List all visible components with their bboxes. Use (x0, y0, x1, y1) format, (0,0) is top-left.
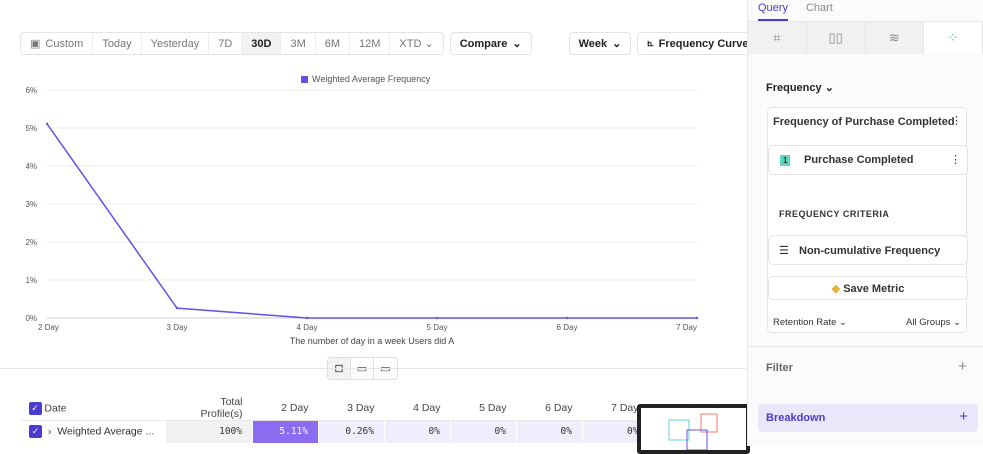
line-chart: 0% 1% 2% 3% 4% 5% 6% 2 Day 3 Day 4 Day 5 Day 6 Day 7… (25, 86, 699, 346)
illustration-popup (637, 404, 750, 454)
frequency-chart-type-icon[interactable]: ⁘ (924, 22, 983, 54)
cell-4day: 0% (384, 420, 451, 443)
data-table: ✓ Date Total Profile(s) 2 Day 3 Day 4 Da… (20, 396, 649, 443)
table-header: ✓ Date Total Profile(s) 2 Day 3 Day 4 Da… (21, 396, 649, 421)
cell-total: 100% (165, 420, 253, 443)
y-tick-label: 4% (25, 162, 37, 171)
date-range-12m[interactable]: 12M (350, 33, 391, 54)
expand-chevron-icon[interactable]: › (44, 425, 55, 438)
more-icon[interactable]: ⋮ (950, 154, 961, 166)
interval-dropdown[interactable]: Week ⌄ (568, 32, 632, 55)
flow-chart-type-icon[interactable]: ≋ (865, 22, 925, 54)
event-card[interactable]: 1 Purchase Completed ⋮ (768, 145, 968, 175)
compare-button[interactable]: Compare ⌄ (449, 32, 532, 55)
date-range-yesterday[interactable]: Yesterday (142, 33, 210, 54)
x-axis-label: The number of day in a week Users did A (290, 336, 455, 346)
x-tick-label: 7 Day (676, 323, 697, 332)
criteria-label: FREQUENCY CRITERIA (779, 209, 890, 219)
filter-label: Filter (766, 362, 793, 374)
data-point (565, 316, 569, 320)
date-range-selector: ▣ Custom Today Yesterday 7D 30D 3M 6M 12M XTD ⌄ (20, 32, 444, 55)
metric-card: Frequency of Purchase Completed ⋮ 1 Purc… (767, 107, 968, 333)
y-tick-label: 6% (25, 86, 37, 95)
date-range-xtd[interactable]: XTD ⌄ (399, 37, 434, 51)
x-tick-label: 6 Day (557, 323, 578, 332)
chevron-down-icon: ⌄ (421, 38, 434, 50)
table-only-icon[interactable]: ▭ (380, 363, 391, 375)
retention-dropdown[interactable]: Retention Rate ⌄ (773, 317, 847, 328)
save-metric-button[interactable]: ◆ Save Metric (768, 276, 968, 300)
header-5day: 5 Day (479, 402, 507, 414)
header-2day: 2 Day (281, 402, 309, 414)
date-range-custom[interactable]: ▣ Custom (21, 33, 94, 54)
more-icon[interactable]: ⋮ (951, 115, 962, 127)
chevron-down-icon: ⌄ (824, 82, 834, 94)
add-breakdown-icon[interactable]: + (959, 408, 968, 425)
y-tick-label: 1% (25, 276, 37, 285)
diamond-icon: ◆ (831, 283, 841, 295)
row-checkbox[interactable]: ✓ (29, 425, 42, 439)
event-index-badge: 1 (780, 155, 791, 166)
toolbar: ▣ Custom Today Yesterday 7D 30D 3M 6M 12M XTD ⌄ C… (20, 32, 773, 55)
table-row[interactable]: ✓ › Weighted Average ... 100% 5.11% 0.26… (20, 420, 649, 443)
cell-3day: 0.26% (318, 420, 385, 443)
legend-swatch (301, 75, 308, 83)
select-all-checkbox[interactable]: ✓ (28, 401, 42, 415)
date-range-6m[interactable]: 6M (316, 33, 351, 54)
cell-5day: 0% (450, 420, 517, 443)
line-chart-type-icon[interactable]: ⌗ (748, 22, 807, 54)
header-6day: 6 Day (545, 402, 573, 414)
data-point (175, 306, 179, 310)
curve-icon: ⦜ (647, 37, 654, 49)
list-icon: ☰ (779, 245, 789, 257)
y-tick-label: 2% (25, 238, 37, 247)
chevron-down-icon: ⌄ (612, 38, 622, 50)
y-tick-label: 0% (25, 314, 37, 323)
cubes-illustration (668, 413, 718, 451)
x-tick-label: 2 Day (38, 323, 59, 332)
event-name: Purchase Completed (804, 154, 914, 166)
data-point (695, 316, 699, 320)
add-filter-icon[interactable]: + (958, 358, 967, 375)
header-3day: 3 Day (347, 402, 375, 414)
header-7day: 7 Day (611, 402, 639, 414)
bar-chart-type-icon[interactable]: ▯▯ (806, 22, 866, 54)
breakdown-section[interactable]: Breakdown + (758, 404, 978, 432)
header-date: Date (44, 401, 67, 414)
metric-title: Frequency of Purchase Completed (773, 116, 955, 128)
cell-2day: 5.11% (252, 420, 319, 443)
data-point (435, 316, 439, 320)
tab-chart[interactable]: Chart (805, 2, 833, 14)
data-point (45, 122, 49, 126)
data-point (305, 316, 309, 320)
chart-legend[interactable]: Weighted Average Frequency (301, 74, 430, 84)
x-tick-label: 4 Day (297, 323, 318, 332)
groups-dropdown[interactable]: All Groups ⌄ (906, 317, 961, 328)
metric-type-dropdown[interactable]: Frequency ⌄ (766, 82, 834, 94)
header-total: Total Profile(s) (200, 396, 243, 420)
x-tick-label: 5 Day (427, 323, 448, 332)
divider (0, 368, 746, 369)
calendar-icon: ▣ (30, 38, 41, 50)
criteria-dropdown[interactable]: ☰ Non-cumulative Frequency (768, 235, 968, 265)
divider (748, 346, 983, 347)
header-4day: 4 Day (413, 402, 441, 414)
date-range-7d[interactable]: 7D (209, 33, 243, 54)
query-panel: Query Chart ⌗ ▯▯ ≋ ⁘ Frequency ⌄ Frequen… (747, 0, 983, 446)
date-range-3m[interactable]: 3M (281, 33, 316, 54)
cell-6day: 0% (516, 420, 583, 443)
chevron-down-icon: ⌄ (512, 38, 522, 50)
cell-7day: 0% (582, 420, 649, 443)
series-line (46, 123, 697, 319)
tab-query[interactable]: Query (758, 0, 788, 21)
y-tick-label: 3% (25, 200, 37, 209)
date-range-30d[interactable]: 30D (242, 33, 282, 54)
date-range-today[interactable]: Today (93, 33, 142, 54)
x-tick-label: 3 Day (167, 323, 188, 332)
y-tick-label: 5% (25, 124, 37, 133)
